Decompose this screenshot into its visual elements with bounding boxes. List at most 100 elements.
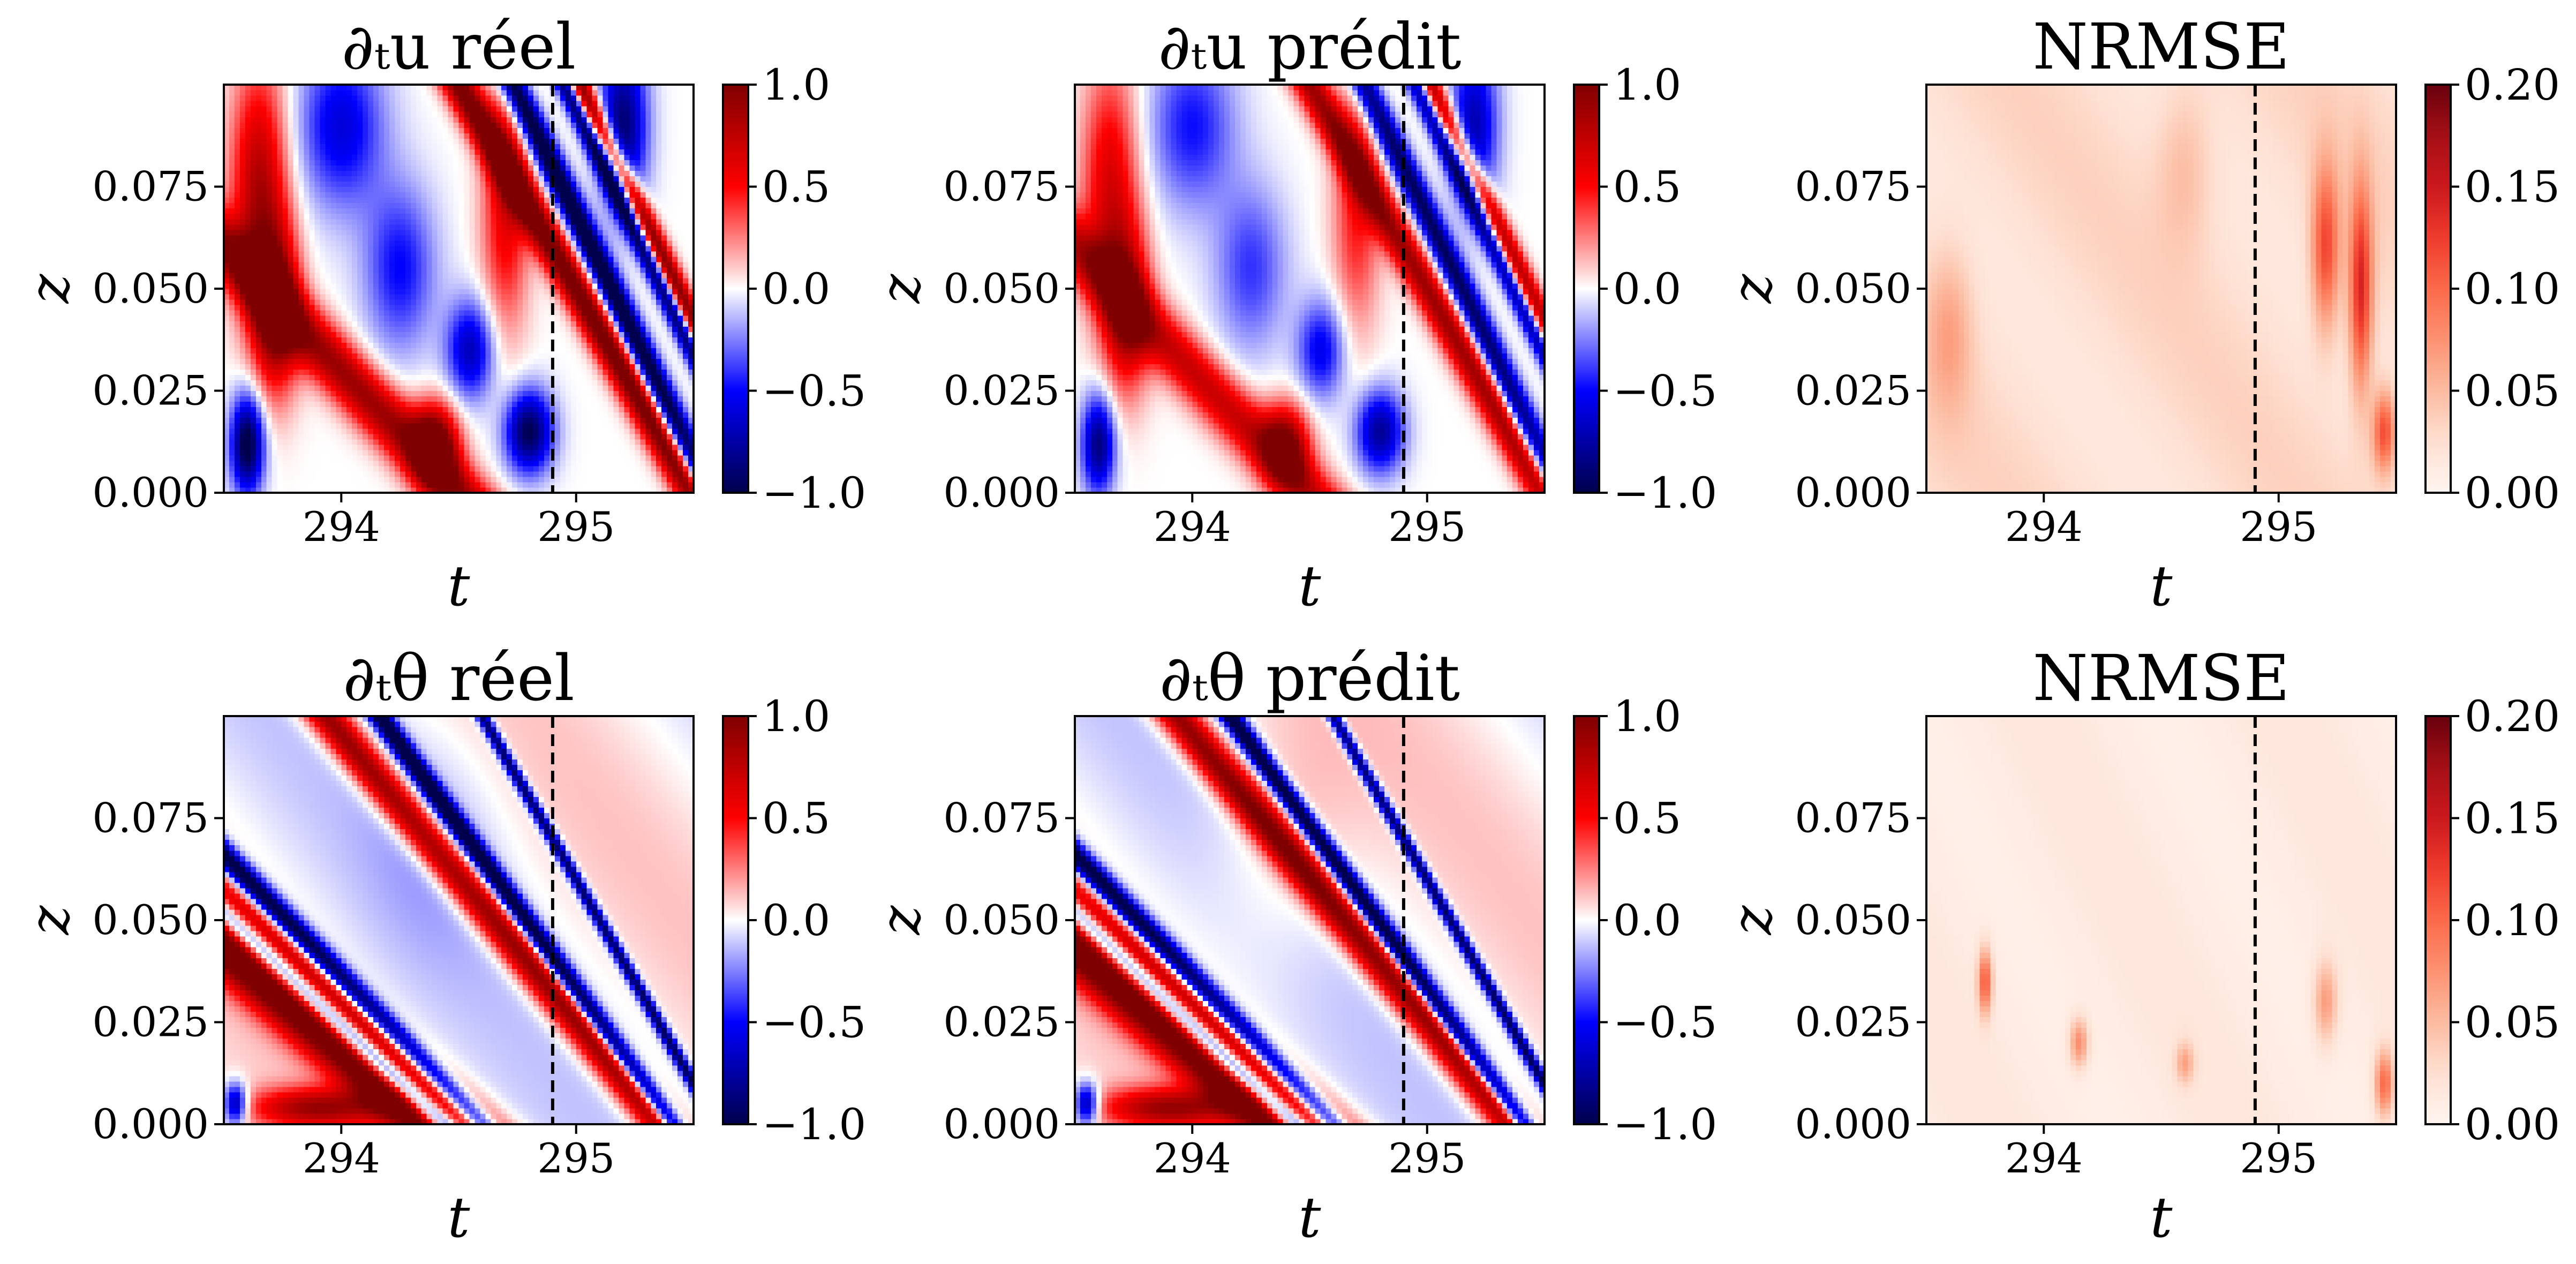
y-axis-label: z — [1719, 273, 1784, 304]
panel-3: NRMSE 294 295 0.000 0.025 0.050 0.075 t z 0.20 0.1… — [1719, 10, 2560, 619]
y-axis-label: z — [1719, 905, 1784, 936]
x-tick-label: 294 — [303, 503, 380, 551]
colorbar-tick-label: 1.0 — [1613, 691, 1681, 741]
colorbar-tick-label: 1.0 — [762, 60, 830, 110]
heatmap-4 — [224, 716, 694, 1125]
colorbar-tick-label: 0.15 — [2465, 794, 2560, 844]
y-tick-label: 0.075 — [1795, 794, 1911, 842]
colorbar-gradient — [722, 715, 749, 1125]
colorbar-gradient — [2424, 84, 2452, 494]
colorbar-tick-label: −1.0 — [1613, 1100, 1717, 1149]
y-tick-label: 0.075 — [943, 794, 1060, 842]
y-axis-label: z — [868, 273, 933, 304]
y-tick-label: 0.025 — [92, 998, 209, 1046]
heatmap-6 — [1926, 716, 2397, 1125]
colorbar-tick-label: 0.20 — [2465, 691, 2560, 741]
y-tick-label: 0.075 — [943, 163, 1060, 210]
x-tick-label: 295 — [1388, 503, 1466, 551]
y-tick-label: 0.000 — [92, 1100, 209, 1148]
colorbar-tick-label: −1.0 — [1613, 468, 1717, 518]
heatmap-1 — [224, 85, 694, 493]
y-tick-label: 0.025 — [92, 367, 209, 415]
colorbar-tick-label: −1.0 — [762, 468, 866, 518]
panel-title: ∂ₜθ réel — [343, 641, 574, 715]
colorbar-tick-label: 0.00 — [2465, 1100, 2560, 1149]
y-tick-label: 0.000 — [943, 1100, 1060, 1148]
y-tick-label: 0.025 — [1795, 367, 1911, 415]
y-tick-label: 0.050 — [943, 896, 1060, 944]
y-tick-label: 0.025 — [943, 367, 1060, 415]
panel-1: ∂ₜu réel 294 295 0.000 0.025 0.050 0.075 t z 1.0 0… — [17, 10, 866, 619]
x-axis-label: t — [448, 553, 470, 619]
x-tick-label: 294 — [2005, 1134, 2083, 1182]
colorbar-tick-label: 0.05 — [2465, 366, 2560, 416]
y-axis-label: z — [868, 905, 933, 936]
colorbar-tick-label: 0.5 — [1613, 162, 1681, 212]
colorbar-tick-label: −1.0 — [762, 1100, 866, 1149]
colorbar-tick-label: 0.05 — [2465, 998, 2560, 1048]
colorbar: 1.0 0.5 0.0 −0.5 −1.0 — [722, 60, 866, 518]
colorbar-gradient — [2424, 715, 2452, 1125]
y-tick-label: 0.050 — [1795, 265, 1911, 312]
colorbar-tick-label: 0.5 — [1613, 794, 1681, 844]
colorbar-tick-label: 0.5 — [762, 162, 830, 212]
x-tick-label: 295 — [537, 1134, 615, 1182]
y-tick-label: 0.075 — [92, 794, 209, 842]
colorbar-tick-label: 0.0 — [762, 896, 830, 945]
y-tick-label: 0.075 — [1795, 163, 1911, 210]
x-tick-label: 294 — [1154, 503, 1231, 551]
y-tick-label: 0.000 — [943, 469, 1060, 516]
colorbar: 0.20 0.15 0.10 0.05 0.00 — [2424, 691, 2560, 1149]
panel-title: ∂ₜu prédit — [1158, 10, 1461, 84]
colorbar-tick-label: −0.5 — [762, 998, 866, 1048]
colorbar-tick-label: 0.0 — [1613, 264, 1681, 314]
panel-title: ∂ₜθ prédit — [1159, 641, 1460, 715]
y-tick-label: 0.050 — [943, 265, 1060, 312]
heatmap-5 — [1075, 716, 1545, 1125]
x-tick-label: 295 — [2240, 1134, 2317, 1182]
y-tick-label: 0.050 — [92, 265, 209, 312]
x-tick-label: 295 — [537, 503, 615, 551]
y-axis-label: z — [17, 905, 82, 936]
y-tick-label: 0.025 — [1795, 998, 1911, 1046]
colorbar-tick-label: 0.15 — [2465, 162, 2560, 212]
colorbar-tick-label: −0.5 — [1613, 366, 1717, 416]
y-tick-label: 0.025 — [943, 998, 1060, 1046]
colorbar: 1.0 0.5 0.0 −0.5 −1.0 — [1573, 691, 1717, 1149]
colorbar-tick-label: 1.0 — [762, 691, 830, 741]
panel-6: NRMSE 294 295 0.000 0.025 0.050 0.075 t z 0.20 0.1… — [1719, 641, 2560, 1250]
x-axis-label: t — [1299, 553, 1321, 619]
x-tick-label: 294 — [303, 1134, 380, 1182]
panel-4: ∂ₜθ réel 294 295 0.000 0.025 0.050 0.075 t z 1.0 0… — [17, 641, 866, 1250]
panel-title: ∂ₜu réel — [342, 10, 576, 84]
x-axis-label: t — [1299, 1185, 1321, 1250]
panel-2: ∂ₜu prédit 294 295 0.000 0.025 0.050 0.075 t z 1.… — [868, 10, 1717, 619]
y-tick-label: 0.050 — [92, 896, 209, 944]
colorbar: 1.0 0.5 0.0 −0.5 −1.0 — [722, 691, 866, 1149]
colorbar-tick-label: 0.0 — [1613, 896, 1681, 945]
colorbar-tick-label: −0.5 — [762, 366, 866, 416]
y-tick-label: 0.075 — [92, 163, 209, 210]
panel-5: ∂ₜθ prédit 294 295 0.000 0.025 0.050 0.075 t z 1.… — [868, 641, 1717, 1250]
colorbar-tick-label: 0.00 — [2465, 468, 2560, 518]
colorbar-gradient — [722, 84, 749, 494]
colorbar-tick-label: 0.10 — [2465, 896, 2560, 945]
colorbar-tick-label: 0.10 — [2465, 264, 2560, 314]
y-tick-label: 0.000 — [1795, 1100, 1911, 1148]
colorbar-gradient — [1573, 84, 1600, 494]
x-tick-label: 295 — [2240, 503, 2317, 551]
heatmap-3 — [1926, 85, 2397, 493]
y-tick-label: 0.000 — [92, 469, 209, 516]
colorbar-tick-label: 0.0 — [762, 264, 830, 314]
colorbar-gradient — [1573, 715, 1600, 1125]
y-tick-label: 0.050 — [1795, 896, 1911, 944]
colorbar: 1.0 0.5 0.0 −0.5 −1.0 — [1573, 60, 1717, 518]
colorbar-tick-label: 1.0 — [1613, 60, 1681, 110]
panel-title: NRMSE — [2033, 10, 2290, 84]
y-tick-label: 0.000 — [1795, 469, 1911, 516]
colorbar-tick-label: −0.5 — [1613, 998, 1717, 1048]
colorbar: 0.20 0.15 0.10 0.05 0.00 — [2424, 60, 2560, 518]
x-tick-label: 294 — [1154, 1134, 1231, 1182]
x-axis-label: t — [448, 1185, 470, 1250]
